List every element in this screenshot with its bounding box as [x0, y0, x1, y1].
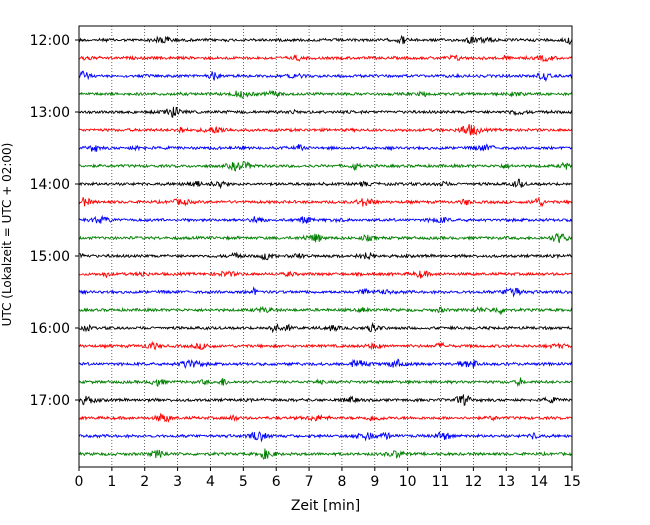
- y-axis-label: UTC (Lokalzeit = UTC + 02:00): [0, 143, 14, 327]
- trace-row: [78, 54, 573, 63]
- x-tick-label: 3: [173, 474, 182, 490]
- x-tick-label: 4: [206, 474, 215, 490]
- trace-row: [78, 305, 573, 316]
- x-tick-label: 6: [272, 474, 281, 490]
- x-tick-label: 0: [75, 474, 84, 490]
- trace-row: [78, 251, 573, 261]
- x-tick-label: 15: [563, 474, 581, 490]
- trace-row: [78, 123, 573, 136]
- trace-layer: [78, 34, 573, 460]
- x-axis-label: Zeit [min]: [291, 498, 360, 514]
- x-axis: 0 1 2 3 4 5 6 7 8 9 10 11 12 13 14 15: [75, 467, 581, 490]
- trace-row: [78, 377, 573, 388]
- x-tick-label: 2: [140, 474, 149, 490]
- x-tick-label: 9: [370, 474, 379, 490]
- trace-row: [78, 412, 573, 423]
- trace-row: [78, 196, 573, 208]
- trace-row: [78, 70, 573, 83]
- y-tick-label: 13:00: [30, 105, 70, 121]
- trace-row: [78, 431, 573, 443]
- trace-row: [78, 34, 573, 46]
- y-tick-label: 17:00: [30, 393, 70, 409]
- trace-row: [78, 106, 573, 118]
- x-tick-label: 13: [497, 474, 515, 490]
- x-tick-label: 1: [107, 474, 116, 490]
- trace-row: [78, 340, 573, 351]
- trace-row: [78, 270, 573, 279]
- x-tick-label: 5: [239, 474, 248, 490]
- trace-row: [78, 143, 573, 152]
- y-tick-label: 16:00: [30, 321, 70, 337]
- trace-row: [78, 358, 573, 369]
- y-tick-label: 12:00: [30, 33, 70, 49]
- x-tick-label: 10: [399, 474, 417, 490]
- x-tick-label: 7: [305, 474, 314, 490]
- y-tick-label: 15:00: [30, 249, 70, 265]
- trace-row: [78, 89, 573, 99]
- trace-row: [78, 393, 573, 406]
- trace-row: [78, 286, 573, 298]
- plot-frame: [78, 25, 573, 468]
- trace-row: [78, 448, 573, 460]
- trace-row: [78, 161, 573, 172]
- trace-row: [78, 232, 573, 244]
- x-tick-label: 14: [530, 474, 548, 490]
- x-tick-label: 11: [432, 474, 450, 490]
- trace-row: [78, 321, 573, 334]
- y-tick-label: 14:00: [30, 177, 70, 193]
- trace-row: [78, 178, 573, 190]
- x-tick-label: 8: [337, 474, 346, 490]
- trace-row: [78, 214, 573, 225]
- x-tick-label: 12: [464, 474, 482, 490]
- y-axis: 12:00 13:00 14:00 15:00 16:00 17:00: [30, 33, 79, 409]
